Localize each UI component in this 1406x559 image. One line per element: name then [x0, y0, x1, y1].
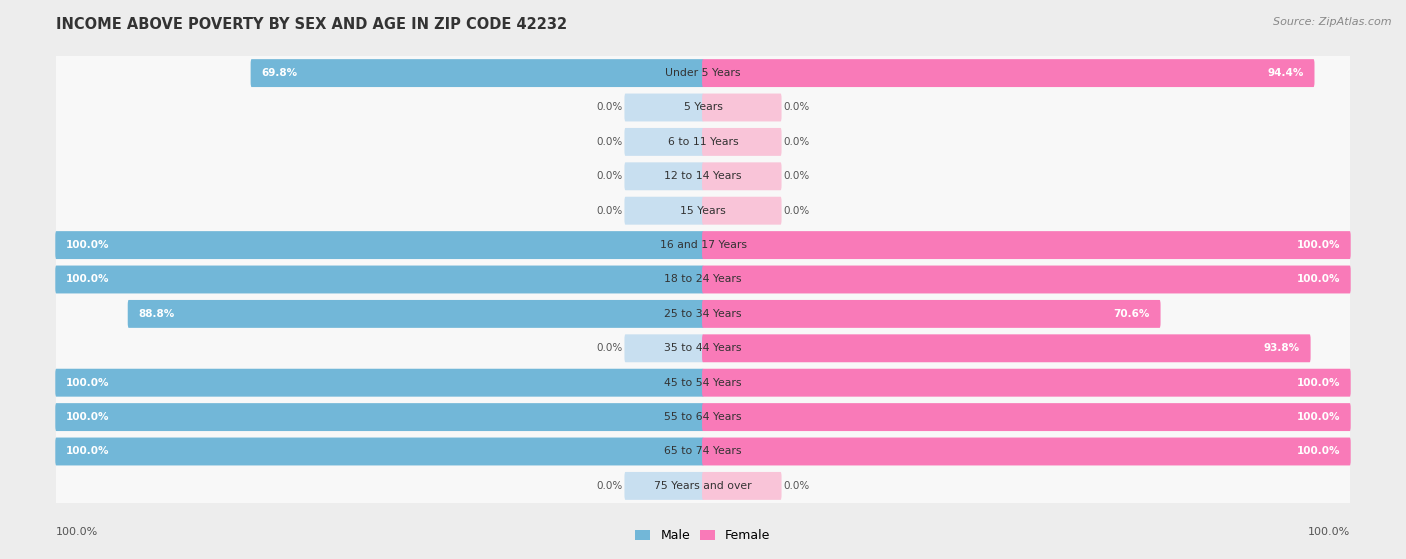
- Text: 94.4%: 94.4%: [1267, 68, 1303, 78]
- FancyBboxPatch shape: [55, 369, 704, 397]
- Text: 15 Years: 15 Years: [681, 206, 725, 216]
- Text: 100.0%: 100.0%: [66, 447, 110, 457]
- FancyBboxPatch shape: [49, 160, 1357, 261]
- FancyBboxPatch shape: [624, 128, 704, 156]
- Text: 55 to 64 Years: 55 to 64 Years: [664, 412, 742, 422]
- FancyBboxPatch shape: [624, 197, 704, 225]
- Text: 70.6%: 70.6%: [1114, 309, 1150, 319]
- FancyBboxPatch shape: [702, 300, 1160, 328]
- Text: 25 to 34 Years: 25 to 34 Years: [664, 309, 742, 319]
- FancyBboxPatch shape: [702, 197, 782, 225]
- Text: 69.8%: 69.8%: [262, 68, 298, 78]
- FancyBboxPatch shape: [702, 231, 1351, 259]
- FancyBboxPatch shape: [55, 438, 704, 466]
- Text: 0.0%: 0.0%: [596, 102, 621, 112]
- FancyBboxPatch shape: [55, 403, 704, 431]
- Text: 18 to 24 Years: 18 to 24 Years: [664, 274, 742, 285]
- Text: 0.0%: 0.0%: [785, 137, 810, 147]
- FancyBboxPatch shape: [49, 126, 1357, 226]
- FancyBboxPatch shape: [702, 403, 1351, 431]
- Text: 0.0%: 0.0%: [596, 481, 621, 491]
- FancyBboxPatch shape: [49, 229, 1357, 330]
- Text: 0.0%: 0.0%: [596, 206, 621, 216]
- Text: 100.0%: 100.0%: [66, 412, 110, 422]
- Text: 100.0%: 100.0%: [66, 378, 110, 388]
- FancyBboxPatch shape: [624, 93, 704, 121]
- Text: Under 5 Years: Under 5 Years: [665, 68, 741, 78]
- Text: 100.0%: 100.0%: [1296, 378, 1340, 388]
- FancyBboxPatch shape: [702, 162, 782, 190]
- Text: 65 to 74 Years: 65 to 74 Years: [664, 447, 742, 457]
- Text: 100.0%: 100.0%: [56, 527, 98, 537]
- FancyBboxPatch shape: [624, 334, 704, 362]
- FancyBboxPatch shape: [250, 59, 704, 87]
- Text: INCOME ABOVE POVERTY BY SEX AND AGE IN ZIP CODE 42232: INCOME ABOVE POVERTY BY SEX AND AGE IN Z…: [56, 17, 568, 32]
- Text: 5 Years: 5 Years: [683, 102, 723, 112]
- Text: 100.0%: 100.0%: [66, 274, 110, 285]
- Text: 45 to 54 Years: 45 to 54 Years: [664, 378, 742, 388]
- FancyBboxPatch shape: [702, 472, 782, 500]
- Text: 100.0%: 100.0%: [1296, 412, 1340, 422]
- Text: 88.8%: 88.8%: [138, 309, 174, 319]
- Text: 100.0%: 100.0%: [1296, 274, 1340, 285]
- Text: 35 to 44 Years: 35 to 44 Years: [664, 343, 742, 353]
- FancyBboxPatch shape: [49, 298, 1357, 399]
- FancyBboxPatch shape: [702, 93, 782, 121]
- FancyBboxPatch shape: [49, 23, 1357, 124]
- FancyBboxPatch shape: [702, 438, 1351, 466]
- FancyBboxPatch shape: [624, 162, 704, 190]
- FancyBboxPatch shape: [55, 266, 704, 293]
- FancyBboxPatch shape: [55, 231, 704, 259]
- FancyBboxPatch shape: [702, 369, 1351, 397]
- FancyBboxPatch shape: [49, 435, 1357, 536]
- FancyBboxPatch shape: [49, 333, 1357, 433]
- Legend: Male, Female: Male, Female: [630, 524, 776, 547]
- Text: 0.0%: 0.0%: [785, 481, 810, 491]
- Text: 0.0%: 0.0%: [785, 102, 810, 112]
- Text: 0.0%: 0.0%: [596, 171, 621, 181]
- Text: 0.0%: 0.0%: [596, 137, 621, 147]
- FancyBboxPatch shape: [624, 472, 704, 500]
- FancyBboxPatch shape: [49, 401, 1357, 502]
- Text: 0.0%: 0.0%: [785, 171, 810, 181]
- FancyBboxPatch shape: [49, 367, 1357, 467]
- Text: 100.0%: 100.0%: [1308, 527, 1350, 537]
- Text: 12 to 14 Years: 12 to 14 Years: [664, 171, 742, 181]
- Text: 100.0%: 100.0%: [1296, 240, 1340, 250]
- Text: 100.0%: 100.0%: [66, 240, 110, 250]
- Text: 0.0%: 0.0%: [785, 206, 810, 216]
- Text: 0.0%: 0.0%: [596, 343, 621, 353]
- FancyBboxPatch shape: [702, 266, 1351, 293]
- FancyBboxPatch shape: [49, 264, 1357, 364]
- Text: Source: ZipAtlas.com: Source: ZipAtlas.com: [1274, 17, 1392, 27]
- Text: 16 and 17 Years: 16 and 17 Years: [659, 240, 747, 250]
- FancyBboxPatch shape: [702, 334, 1310, 362]
- Text: 75 Years and over: 75 Years and over: [654, 481, 752, 491]
- Text: 100.0%: 100.0%: [1296, 447, 1340, 457]
- FancyBboxPatch shape: [702, 59, 1315, 87]
- FancyBboxPatch shape: [49, 57, 1357, 158]
- Text: 93.8%: 93.8%: [1264, 343, 1301, 353]
- Text: 6 to 11 Years: 6 to 11 Years: [668, 137, 738, 147]
- FancyBboxPatch shape: [702, 128, 782, 156]
- FancyBboxPatch shape: [49, 195, 1357, 295]
- FancyBboxPatch shape: [49, 92, 1357, 192]
- FancyBboxPatch shape: [128, 300, 704, 328]
